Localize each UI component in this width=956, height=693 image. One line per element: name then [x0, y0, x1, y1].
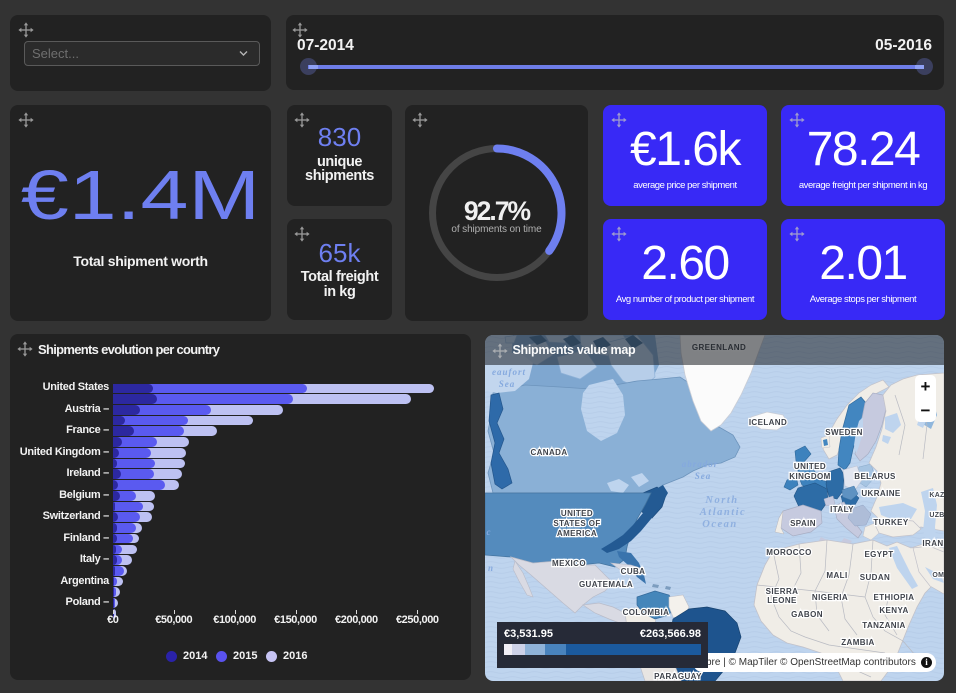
- svg-text:ICELAND: ICELAND: [749, 418, 787, 427]
- svg-text:GABON: GABON: [791, 610, 823, 619]
- svg-text:UNITED: UNITED: [561, 509, 593, 518]
- svg-text:UZB: UZB: [929, 512, 944, 519]
- svg-text:North: North: [704, 495, 738, 506]
- svg-text:SIERRA: SIERRA: [766, 587, 799, 596]
- svg-text:STATES OF: STATES OF: [553, 519, 600, 528]
- svg-text:EGYPT: EGYPT: [864, 550, 893, 559]
- svg-text:Ocean: Ocean: [702, 519, 738, 530]
- svg-text:MOROCCO: MOROCCO: [766, 548, 811, 557]
- svg-text:Atlantic: Atlantic: [699, 507, 746, 518]
- svg-text:Sea: Sea: [499, 379, 516, 389]
- svg-text:LEONE: LEONE: [767, 596, 797, 605]
- svg-text:IRAN: IRAN: [922, 539, 943, 548]
- svg-text:ZAMBIA: ZAMBIA: [841, 638, 875, 647]
- svg-text:UKRAINE: UKRAINE: [861, 489, 901, 498]
- svg-text:MALI: MALI: [826, 571, 847, 580]
- svg-text:MEXICO: MEXICO: [552, 559, 586, 568]
- svg-text:ETHIOPIA: ETHIOPIA: [874, 593, 915, 602]
- svg-text:CUBA: CUBA: [621, 567, 646, 576]
- svg-text:abrador: abrador: [682, 459, 719, 469]
- svg-text:TURKEY: TURKEY: [873, 518, 909, 527]
- svg-text:SUDAN: SUDAN: [860, 573, 890, 582]
- svg-text:KINGDOM: KINGDOM: [789, 472, 830, 481]
- svg-text:ITALY: ITALY: [830, 505, 854, 514]
- svg-text:SWEDEN: SWEDEN: [825, 428, 863, 437]
- svg-text:n: n: [488, 563, 494, 573]
- svg-text:eaufort: eaufort: [492, 367, 526, 377]
- svg-text:KENYA: KENYA: [879, 606, 908, 615]
- svg-text:KAZ: KAZ: [929, 492, 944, 499]
- svg-text:GUATEMALA: GUATEMALA: [579, 580, 633, 589]
- svg-text:NIGERIA: NIGERIA: [812, 593, 848, 602]
- svg-text:SPAIN: SPAIN: [790, 519, 816, 528]
- svg-text:CANADA: CANADA: [530, 448, 567, 457]
- svg-text:Sea: Sea: [695, 471, 712, 481]
- svg-text:OMA: OMA: [932, 572, 944, 579]
- svg-text:UNITED: UNITED: [794, 462, 826, 471]
- svg-text:PARAGUAY: PARAGUAY: [654, 672, 702, 681]
- svg-text:AMERICA: AMERICA: [557, 529, 597, 538]
- svg-text:c: c: [487, 527, 492, 537]
- svg-text:BELARUS: BELARUS: [854, 472, 896, 481]
- svg-text:COLOMBIA: COLOMBIA: [623, 608, 670, 617]
- svg-text:TANZANIA: TANZANIA: [862, 621, 906, 630]
